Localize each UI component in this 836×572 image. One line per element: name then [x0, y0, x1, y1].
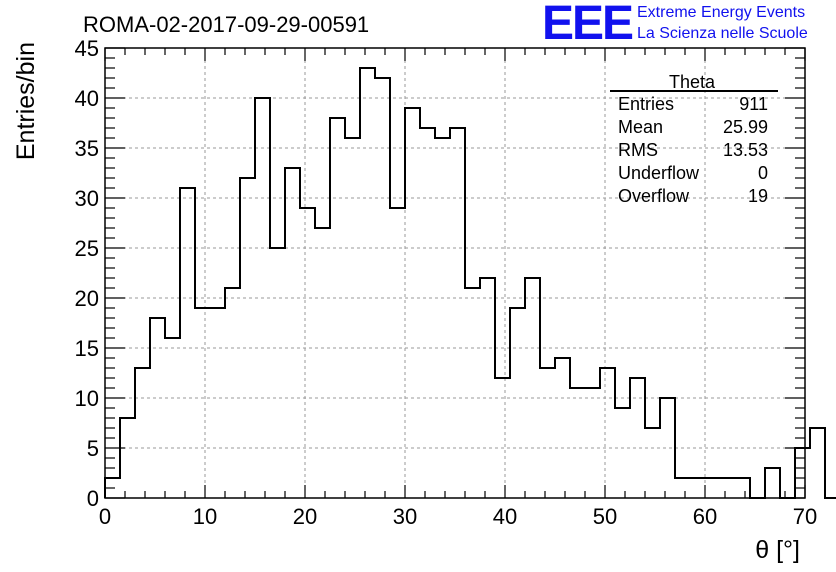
histogram-bin [225, 288, 240, 498]
eee-logo: EEE [542, 0, 634, 50]
histogram-bin [435, 138, 450, 498]
stats-value-overflow: 19 [748, 186, 768, 206]
plot-frame [104, 47, 806, 499]
histogram-bin [810, 428, 825, 498]
histogram-bin [690, 478, 705, 498]
x-tick-label: 0 [99, 504, 111, 529]
x-tick-label: 50 [593, 504, 617, 529]
histogram-bin [765, 468, 780, 498]
y-tick-label: 35 [75, 136, 99, 161]
histogram-bin [480, 278, 495, 498]
stats-box: Theta Entries 911 Mean 25.99 RMS 13.53 U… [610, 72, 778, 206]
stats-value-rms: 13.53 [723, 140, 768, 160]
histogram-bin [240, 178, 255, 498]
y-axis-label: Entries/bin [12, 42, 40, 160]
histogram-bin [120, 418, 135, 498]
y-tick-label: 40 [75, 86, 99, 111]
x-axis-label: θ [°] [755, 536, 800, 564]
stats-label-entries: Entries [618, 94, 674, 114]
stats-value-entries: 911 [739, 94, 768, 114]
histogram-bin [585, 388, 600, 498]
histogram-bin [150, 318, 165, 498]
y-tick-label: 0 [87, 486, 99, 511]
histogram-bin [510, 308, 525, 498]
histogram-bin [300, 208, 315, 498]
histogram-bin [315, 228, 330, 498]
y-tick-label: 20 [75, 286, 99, 311]
stats-title: Theta [669, 72, 716, 92]
x-tick-label: 40 [493, 504, 517, 529]
histogram-bin [630, 378, 645, 498]
histogram-outline [104, 67, 836, 499]
x-tick-label: 60 [693, 504, 717, 529]
histogram-bin [660, 398, 675, 498]
stats-label-overflow: Overflow [618, 186, 690, 206]
logo-line-2: La Scienza nelle Scuole [637, 25, 808, 42]
histogram-bin [495, 378, 510, 498]
histogram-bin [615, 408, 630, 498]
stats-label-underflow: Underflow [618, 163, 700, 183]
grid-lines [105, 48, 805, 498]
histogram-bin [645, 428, 660, 498]
histogram-bin [375, 78, 390, 498]
x-tick-label: 30 [393, 504, 417, 529]
histogram-bin [390, 208, 405, 498]
y-tick-label: 30 [75, 186, 99, 211]
y-tick-label: 25 [75, 236, 99, 261]
histogram-bin [405, 108, 420, 498]
histogram-bin [705, 478, 720, 498]
histogram-bin [135, 368, 150, 498]
histogram-bin [570, 388, 585, 498]
histogram-bin [420, 128, 435, 498]
histogram-bin [270, 248, 285, 498]
y-tick-label: 10 [75, 386, 99, 411]
histogram-bin [450, 128, 465, 498]
stats-value-underflow: 0 [758, 163, 768, 183]
histogram-bin [195, 308, 210, 498]
histogram-bin [720, 478, 735, 498]
x-tick-label: 20 [293, 504, 317, 529]
histogram-bars [104, 67, 836, 499]
axes: 0 10 20 30 40 50 60 70 0 5 10 15 20 25 30 35 40 45 [75, 36, 818, 529]
stats-label-rms: RMS [618, 140, 658, 160]
histogram-bin [600, 368, 615, 498]
histogram-bin [180, 188, 195, 498]
y-tick-label: 5 [87, 436, 99, 461]
histogram-bin [540, 368, 555, 498]
histogram-bin [210, 308, 225, 498]
y-tick-label: 45 [75, 36, 99, 61]
x-tick-label: 70 [793, 504, 817, 529]
y-tick-label: 15 [75, 336, 99, 361]
histogram-bin [330, 118, 345, 498]
histogram-bin [735, 478, 750, 498]
histogram-bin [675, 478, 690, 498]
stats-value-mean: 25.99 [723, 117, 768, 137]
x-tick-label: 10 [193, 504, 217, 529]
histogram-bin [525, 278, 540, 498]
stats-label-mean: Mean [618, 117, 663, 137]
histogram-bin [165, 338, 180, 498]
histogram-bin [555, 358, 570, 498]
chart-title: ROMA-02-2017-09-29-00591 [83, 12, 369, 37]
histogram-bin [465, 288, 480, 498]
histogram-bin [795, 448, 810, 498]
histogram-bin [360, 68, 375, 498]
histogram-bin [345, 138, 360, 498]
logo-line-1: Extreme Energy Events [637, 4, 806, 21]
